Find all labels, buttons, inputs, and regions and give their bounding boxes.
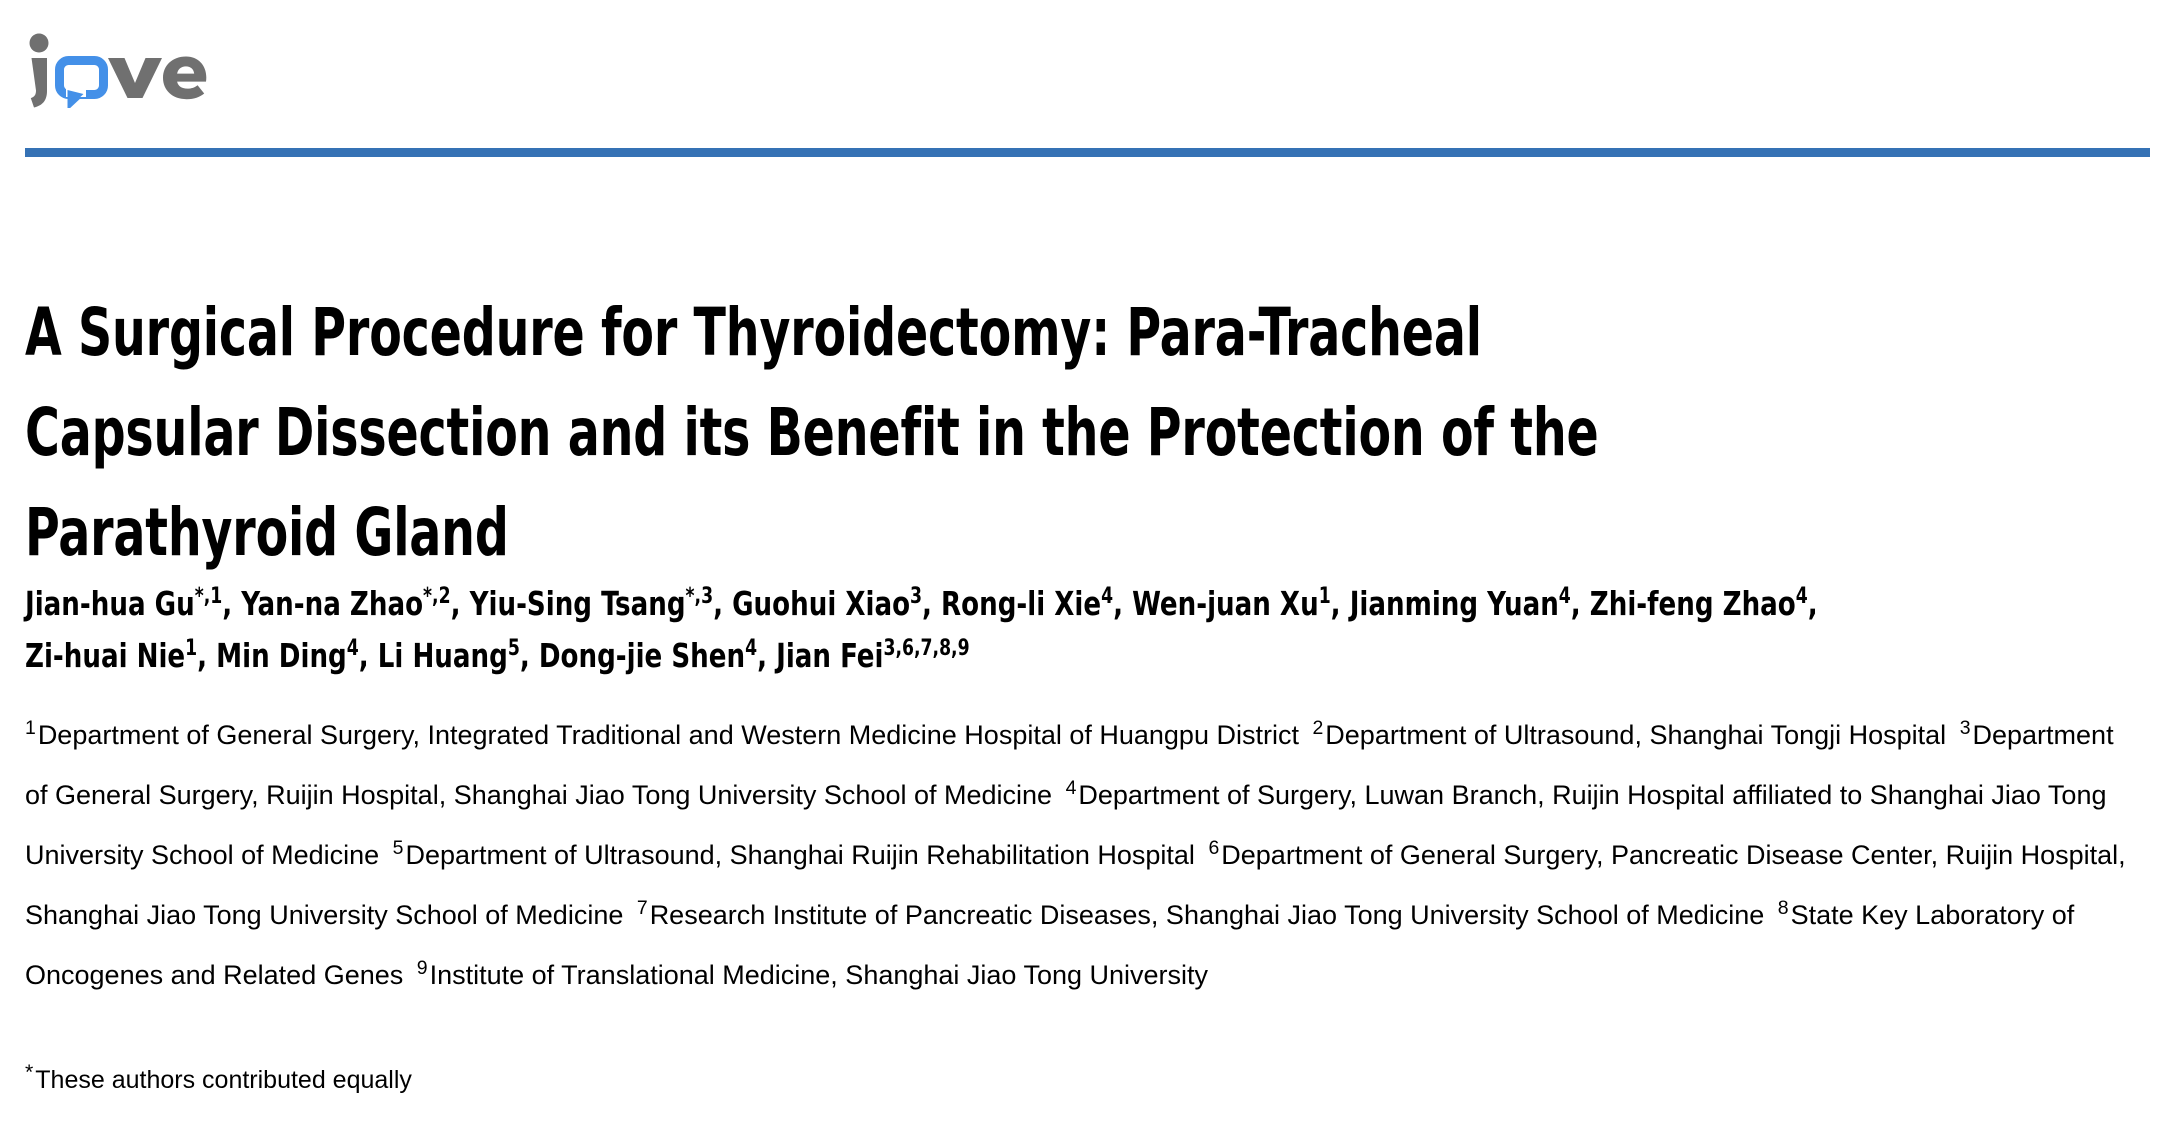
author-name-text: Guohui Xiao <box>732 584 911 623</box>
author-name-text: Jian Fei <box>776 636 884 675</box>
affiliation-item: 2Department of Ultrasound, Shanghai Tong… <box>1306 717 1947 750</box>
author-separator: , <box>222 584 242 623</box>
affiliation-marker: 8 <box>1777 897 1789 919</box>
author-name-text: Wen-juan Xu <box>1132 584 1319 623</box>
author-name-text: Zhi-feng Zhao <box>1589 584 1796 623</box>
logo-letters-ve <box>108 56 207 100</box>
author-affiliation-marker: 4 <box>745 636 758 661</box>
affiliation-text: Department of General Surgery, Ruijin Ho… <box>25 720 2114 810</box>
author-list: Jian-hua Gu*,1, Yan-na Zhao*,2, Yiu-Sing… <box>25 578 1882 682</box>
author-name-text: Dong-jie Shen <box>538 636 746 675</box>
author-name-text: Jianming Yuan <box>1349 584 1559 623</box>
author-name-text: Yan-na Zhao <box>241 584 424 623</box>
affiliation-marker: 3 <box>1959 717 1971 739</box>
affiliation-marker: 5 <box>392 837 404 859</box>
author-name[interactable]: Yan-na Zhao*,2 <box>241 584 450 623</box>
author-name-text: Zi-huai Nie <box>25 636 186 675</box>
author-name[interactable]: Zi-huai Nie1 <box>25 636 197 675</box>
author-name[interactable]: Zhi-feng Zhao4 <box>1590 584 1808 623</box>
author-affiliation-marker: *,3 <box>685 584 714 609</box>
author-affiliation-marker: 1 <box>1318 584 1331 609</box>
author-name[interactable]: Jian-hua Gu*,1 <box>25 584 222 623</box>
affiliation-text: State Key Laboratory of Oncogenes and Re… <box>25 900 2075 990</box>
author-affiliation-marker: *,1 <box>194 584 223 609</box>
author-separator: , <box>713 584 733 623</box>
author-separator: , <box>1113 584 1133 623</box>
affiliation-marker: 1 <box>25 717 36 739</box>
author-separator: , <box>1570 584 1590 623</box>
affiliation-marker: 9 <box>416 957 428 979</box>
author-name[interactable]: Jianming Yuan4 <box>1350 584 1571 623</box>
affiliation-item: 4Department of Surgery, Luwan Branch, Ru… <box>25 777 2107 870</box>
affiliation-list: 1Department of General Surgery, Integrat… <box>25 705 2140 1005</box>
author-affiliation-marker: 4 <box>1101 584 1114 609</box>
affiliation-text: Department of Ultrasound, Shanghai Ruiji… <box>405 840 1195 870</box>
logo-letter-j <box>29 33 49 108</box>
affiliation-item: 6Department of General Surgery, Pancreat… <box>25 837 2126 930</box>
equal-contribution-footnote: *These authors contributed equally <box>25 1059 412 1097</box>
jove-logo-mark <box>29 33 207 108</box>
author-affiliation-marker: 3,6,7,8,9 <box>883 636 970 661</box>
affiliation-item: 8State Key Laboratory of Oncogenes and R… <box>25 897 2075 990</box>
author-separator: , <box>450 584 470 623</box>
affiliation-text: Department of Surgery, Luwan Branch, Rui… <box>25 780 2107 870</box>
logo-bubble-tail-mask <box>66 87 86 97</box>
author-affiliation-marker: 5 <box>507 636 520 661</box>
footnote-marker: * <box>25 1059 34 1084</box>
author-name[interactable]: Yiu-Sing Tsang*,3 <box>470 584 713 623</box>
author-name[interactable]: Wen-juan Xu1 <box>1132 584 1331 623</box>
affiliation-item: 7Research Institute of Pancreatic Diseas… <box>631 897 1765 930</box>
author-separator: , <box>757 636 777 675</box>
affiliation-item: 1Department of General Surgery, Integrat… <box>25 717 1299 750</box>
affiliation-text: Research Institute of Pancreatic Disease… <box>649 900 1765 930</box>
author-name[interactable]: Li Huang5 <box>378 636 520 675</box>
author-separator: , <box>519 636 539 675</box>
author-affiliation-marker: *,2 <box>423 584 451 609</box>
author-affiliation-marker: 4 <box>1795 584 1808 609</box>
logo-bubble-tail-2 <box>67 90 84 108</box>
author-name[interactable]: Jian Fei3,6,7,8,9 <box>776 636 969 675</box>
author-name-text: Rong-li Xie <box>941 584 1102 623</box>
affiliation-text: Department of Ultrasound, Shanghai Tongj… <box>1325 720 1947 750</box>
author-separator: , <box>922 584 942 623</box>
affiliation-item: 5Department of Ultrasound, Shanghai Ruij… <box>387 837 1195 870</box>
author-name-text: Jian-hua Gu <box>25 584 195 623</box>
author-separator: , <box>1330 584 1350 623</box>
author-name[interactable]: Dong-jie Shen4 <box>539 636 757 675</box>
author-affiliation-marker: 4 <box>1558 584 1571 609</box>
author-name-text: Min Ding <box>216 636 347 675</box>
author-separator: , <box>1807 584 1818 623</box>
affiliation-item: 9Institute of Translational Medicine, Sh… <box>411 957 1209 990</box>
author-name[interactable]: Rong-li Xie4 <box>941 584 1113 623</box>
brand-divider <box>25 148 2150 157</box>
affiliation-marker: 7 <box>636 897 648 919</box>
affiliation-marker: 6 <box>1208 837 1220 859</box>
page-header <box>0 0 2170 160</box>
author-separator: , <box>358 636 378 675</box>
author-name[interactable]: Min Ding4 <box>216 636 359 675</box>
author-affiliation-marker: 1 <box>185 636 198 661</box>
author-affiliation-marker: 3 <box>910 584 923 609</box>
author-name[interactable]: Guohui Xiao3 <box>732 584 922 623</box>
affiliation-marker: 4 <box>1065 777 1077 799</box>
author-affiliation-marker: 4 <box>346 636 359 661</box>
affiliation-text: Institute of Translational Medicine, Sha… <box>429 960 1209 990</box>
affiliation-text: Department of General Surgery, Pancreati… <box>25 840 2126 930</box>
jove-logo[interactable] <box>26 32 226 108</box>
author-name-text: Li Huang <box>377 636 508 675</box>
author-name-text: Yiu-Sing Tsang <box>469 584 686 623</box>
affiliation-item: 3Department of General Surgery, Ruijin H… <box>25 717 2114 810</box>
article-title: A Surgical Procedure for Thyroidectomy: … <box>25 294 1615 572</box>
author-separator: , <box>197 636 217 675</box>
affiliation-text: Department of General Surgery, Integrate… <box>37 720 1299 750</box>
footnote-text: These authors contributed equally <box>35 1066 412 1094</box>
affiliation-marker: 2 <box>1312 717 1324 739</box>
